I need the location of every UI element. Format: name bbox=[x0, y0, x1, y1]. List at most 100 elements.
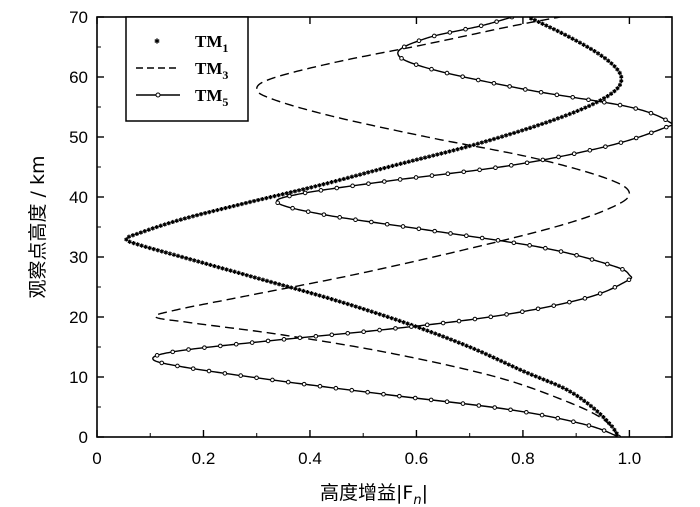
series-tm5-marker bbox=[281, 337, 287, 342]
series-tm1-marker bbox=[547, 25, 553, 30]
series-tm1-marker bbox=[276, 193, 281, 198]
series-tm1-marker bbox=[571, 110, 576, 115]
series-tm5-marker bbox=[218, 343, 223, 349]
series-tm1-marker bbox=[325, 295, 330, 301]
series-tm5-marker bbox=[574, 252, 579, 258]
series-tm5-marker bbox=[401, 44, 407, 50]
y-tick-label: 70 bbox=[69, 8, 88, 27]
legend-item-tm1: TM1 bbox=[154, 32, 228, 55]
series-tm1-marker bbox=[317, 183, 322, 188]
series-tm1-marker bbox=[506, 362, 511, 367]
series-tm1-marker bbox=[130, 233, 136, 238]
series-tm1-marker bbox=[268, 195, 273, 200]
series-tm5-marker bbox=[353, 217, 358, 223]
series-tm1-marker bbox=[410, 158, 415, 163]
series-tm1-marker bbox=[174, 218, 179, 223]
series-tm1-marker bbox=[578, 396, 583, 401]
y-axis-title: 观察点高度 / km bbox=[27, 156, 49, 299]
series-tm1-marker bbox=[541, 377, 546, 382]
series-tm5-marker bbox=[190, 366, 196, 371]
series-tm1-marker bbox=[260, 277, 266, 282]
legend-item-tm3: TM3 bbox=[136, 59, 228, 82]
series-tm5-marker bbox=[601, 428, 607, 433]
legend-item-tm5: TM5 bbox=[136, 86, 228, 109]
series-tm1-marker bbox=[264, 196, 269, 201]
series-tm1-marker bbox=[341, 176, 346, 182]
series-tm1-marker bbox=[220, 266, 225, 271]
legend-entries: TM1 TM3 TM5 bbox=[136, 32, 228, 109]
series-tm1-marker bbox=[447, 149, 452, 154]
series-tm1-marker bbox=[329, 180, 334, 185]
series-tm1-marker bbox=[575, 108, 580, 114]
series-tm5-marker bbox=[429, 66, 434, 72]
series-tm1-marker bbox=[425, 328, 430, 333]
series-tm5-marker bbox=[448, 231, 453, 236]
series-tm1-marker bbox=[444, 335, 450, 341]
series-tm1-marker bbox=[483, 351, 489, 357]
series-tm1-marker bbox=[329, 297, 334, 302]
series-tm1-marker bbox=[602, 56, 608, 61]
series-tm1-marker bbox=[523, 127, 529, 132]
series-tm5-marker bbox=[297, 335, 303, 341]
y-tick-label: 10 bbox=[69, 368, 88, 387]
series-tm1-marker bbox=[503, 133, 509, 138]
series-tm5-marker bbox=[626, 277, 632, 283]
series-tm1-marker bbox=[146, 227, 151, 232]
series-tm1-marker bbox=[443, 150, 448, 155]
series-tm1-marker bbox=[219, 206, 224, 212]
series-tm1-marker bbox=[365, 170, 371, 175]
series-tm1-marker bbox=[402, 160, 407, 165]
series-tm1-marker bbox=[421, 327, 426, 332]
series-tm1-marker bbox=[224, 267, 229, 272]
series-tm5-marker bbox=[617, 102, 623, 108]
series-tm5-marker bbox=[393, 326, 398, 331]
series-tm1-marker bbox=[471, 142, 476, 147]
series-tm1-marker bbox=[577, 40, 583, 45]
series-tm1-marker bbox=[341, 300, 346, 305]
series-tm1-marker bbox=[418, 156, 424, 161]
series-tm5-marker bbox=[382, 179, 387, 184]
series-tm1-marker bbox=[405, 321, 410, 326]
series-tm1-marker bbox=[301, 288, 306, 294]
series-tm5-marker bbox=[254, 375, 259, 381]
series-tm1-marker bbox=[370, 169, 375, 174]
series-tm1-marker bbox=[574, 38, 579, 43]
series-tm5 bbox=[152, 17, 672, 437]
series-tm5-marker bbox=[170, 349, 176, 355]
series-tm1-marker bbox=[563, 113, 568, 118]
series-tm1-marker bbox=[406, 159, 411, 164]
series-tm1-marker bbox=[510, 364, 515, 369]
series-tm5-marker bbox=[440, 320, 446, 326]
x-tick-label: 0.6 bbox=[405, 449, 429, 468]
series-tm5-marker bbox=[493, 165, 498, 170]
series-tm1-marker bbox=[553, 382, 558, 387]
series-tm1-marker bbox=[539, 121, 545, 127]
y-tick-label: 40 bbox=[69, 188, 88, 207]
series-tm1-marker bbox=[162, 222, 167, 227]
series-tm1-marker bbox=[543, 120, 549, 125]
series-tm1-marker bbox=[211, 208, 216, 214]
series-tm5-marker bbox=[329, 332, 335, 338]
series-tm5-marker bbox=[495, 238, 501, 243]
series-tm1-marker bbox=[203, 211, 208, 216]
series-tm1-marker bbox=[325, 181, 330, 186]
series-tm5-marker bbox=[350, 183, 355, 189]
series-tm3 bbox=[154, 17, 631, 437]
series-tm5-marker bbox=[369, 219, 374, 225]
x-tick-label: 0.2 bbox=[192, 449, 216, 468]
series-tm1-marker bbox=[401, 320, 406, 325]
series-tm1-marker bbox=[389, 316, 394, 321]
series-tm1-marker bbox=[264, 278, 270, 283]
series-tm1-marker bbox=[378, 167, 383, 172]
series-tm5-marker bbox=[397, 393, 402, 399]
series-tm1-marker bbox=[590, 102, 596, 107]
series-tm1-marker bbox=[549, 380, 554, 385]
series-tm1-marker bbox=[251, 198, 257, 204]
series-tm3-line bbox=[154, 17, 631, 437]
series-tm1-marker bbox=[150, 226, 155, 231]
series-tm1-marker bbox=[390, 163, 395, 168]
series-tm1-marker bbox=[452, 338, 458, 344]
series-tm5-marker bbox=[337, 215, 342, 220]
series-tm1-marker bbox=[479, 140, 485, 145]
series-tm5-marker bbox=[633, 135, 639, 141]
